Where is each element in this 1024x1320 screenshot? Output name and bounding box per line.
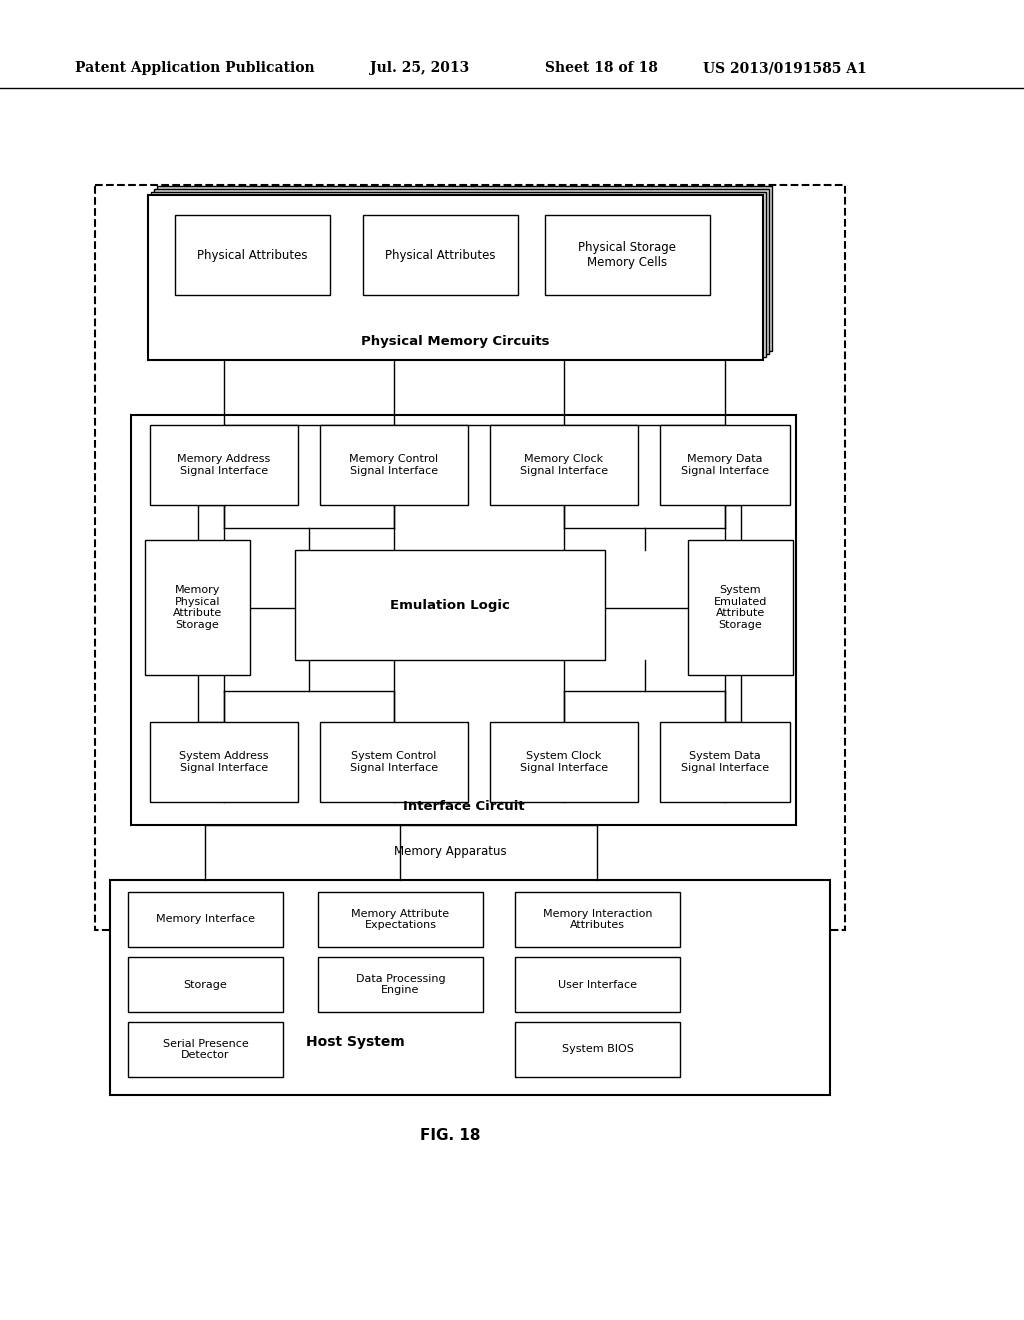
Bar <box>515 957 680 1012</box>
Bar <box>319 425 468 506</box>
Text: Data Processing
Engine: Data Processing Engine <box>355 974 445 995</box>
Bar <box>660 425 790 506</box>
Text: Jul. 25, 2013: Jul. 25, 2013 <box>370 61 469 75</box>
Text: Physical Attributes: Physical Attributes <box>385 248 496 261</box>
Bar <box>688 540 793 675</box>
Bar <box>515 1022 680 1077</box>
Bar <box>490 722 638 803</box>
Bar <box>660 722 790 803</box>
Text: System
Emulated
Attribute
Storage: System Emulated Attribute Storage <box>714 585 767 630</box>
Text: Memory Clock
Signal Interface: Memory Clock Signal Interface <box>520 454 608 475</box>
Text: User Interface: User Interface <box>558 979 637 990</box>
Text: Host System: Host System <box>305 1035 404 1049</box>
Bar <box>490 425 638 506</box>
Text: Emulation Logic: Emulation Logic <box>390 598 510 611</box>
Bar <box>515 892 680 946</box>
Text: Physical Memory Circuits: Physical Memory Circuits <box>361 335 550 348</box>
Text: Memory Interface: Memory Interface <box>156 915 255 924</box>
Bar <box>545 215 710 294</box>
Text: System BIOS: System BIOS <box>561 1044 634 1055</box>
Text: System Data
Signal Interface: System Data Signal Interface <box>681 751 769 772</box>
Text: Physical Attributes: Physical Attributes <box>198 248 308 261</box>
Text: Memory Attribute
Expectations: Memory Attribute Expectations <box>351 908 450 931</box>
Bar <box>175 215 330 294</box>
Text: System Control
Signal Interface: System Control Signal Interface <box>350 751 438 772</box>
Bar <box>131 414 796 825</box>
Bar <box>128 892 283 946</box>
Text: FIG. 18: FIG. 18 <box>420 1127 480 1143</box>
Bar <box>295 550 605 660</box>
Bar <box>318 892 483 946</box>
Bar <box>362 215 518 294</box>
Text: Memory
Physical
Attribute
Storage: Memory Physical Attribute Storage <box>173 585 222 630</box>
Bar <box>128 1022 283 1077</box>
Bar <box>157 186 772 351</box>
Bar <box>150 722 298 803</box>
Text: System Address
Signal Interface: System Address Signal Interface <box>179 751 268 772</box>
Text: Sheet 18 of 18: Sheet 18 of 18 <box>545 61 657 75</box>
Text: Serial Presence
Detector: Serial Presence Detector <box>163 1039 249 1060</box>
Bar <box>95 185 845 931</box>
Bar <box>148 195 763 360</box>
Bar <box>150 425 298 506</box>
Text: Memory Address
Signal Interface: Memory Address Signal Interface <box>177 454 270 475</box>
Text: Memory Apparatus: Memory Apparatus <box>393 846 506 858</box>
Text: Storage: Storage <box>183 979 227 990</box>
Bar <box>145 540 250 675</box>
Bar <box>319 722 468 803</box>
Text: Memory Data
Signal Interface: Memory Data Signal Interface <box>681 454 769 475</box>
Bar <box>318 957 483 1012</box>
Text: System Clock
Signal Interface: System Clock Signal Interface <box>520 751 608 772</box>
Bar <box>110 880 830 1096</box>
Text: Interface Circuit: Interface Circuit <box>402 800 524 813</box>
Bar <box>128 957 283 1012</box>
Text: Memory Control
Signal Interface: Memory Control Signal Interface <box>349 454 438 475</box>
Bar <box>154 189 769 354</box>
Text: US 2013/0191585 A1: US 2013/0191585 A1 <box>703 61 866 75</box>
Text: Patent Application Publication: Patent Application Publication <box>75 61 314 75</box>
Text: Memory Interaction
Attributes: Memory Interaction Attributes <box>543 908 652 931</box>
Bar <box>151 191 766 356</box>
Text: Physical Storage
Memory Cells: Physical Storage Memory Cells <box>579 242 677 269</box>
